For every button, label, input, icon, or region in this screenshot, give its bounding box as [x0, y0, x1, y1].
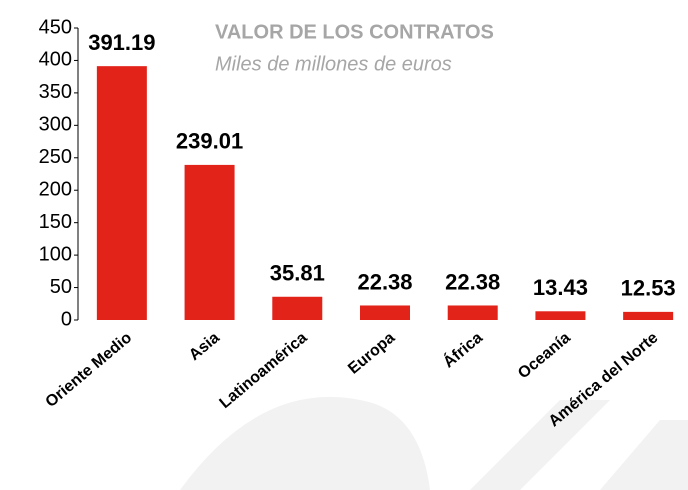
y-tick-label: 400: [39, 49, 72, 71]
y-tick-label: 300: [39, 114, 72, 136]
y-tick-label: 100: [39, 243, 72, 265]
value-label: 13.43: [533, 275, 588, 300]
x-tick-label: Europa: [345, 329, 398, 378]
y-tick-label: 200: [39, 179, 72, 201]
x-tick-label: Oceanía: [515, 329, 574, 382]
x-tick-label: África: [439, 328, 486, 372]
bar: [535, 311, 586, 320]
y-tick-label: 0: [61, 308, 72, 330]
bar: [623, 311, 674, 320]
y-tick-label: 50: [50, 276, 72, 298]
y-tick-label: 450: [39, 16, 72, 38]
bar: [96, 66, 147, 320]
x-tick-label: Latinoamérica: [217, 329, 311, 412]
x-tick-label: Oriente Medio: [42, 329, 135, 411]
bar: [184, 164, 235, 320]
value-label: 391.19: [88, 30, 155, 55]
watermark: [180, 396, 688, 490]
chart-subtitle: Miles de millones de euros: [215, 53, 452, 75]
y-tick-label: 350: [39, 81, 72, 103]
bar: [272, 296, 323, 320]
bar: [447, 305, 498, 320]
value-label: 22.38: [357, 269, 412, 294]
value-label: 12.53: [621, 276, 676, 301]
bar: [360, 305, 410, 320]
value-label: 239.01: [176, 129, 243, 154]
x-tick-label: Asia: [186, 329, 223, 364]
chart-title: VALOR DE LOS CONTRATOS: [215, 21, 494, 43]
y-tick-label: 250: [39, 146, 72, 168]
value-label: 22.38: [445, 269, 500, 294]
value-label: 35.81: [270, 261, 325, 286]
y-tick-label: 150: [39, 211, 72, 233]
